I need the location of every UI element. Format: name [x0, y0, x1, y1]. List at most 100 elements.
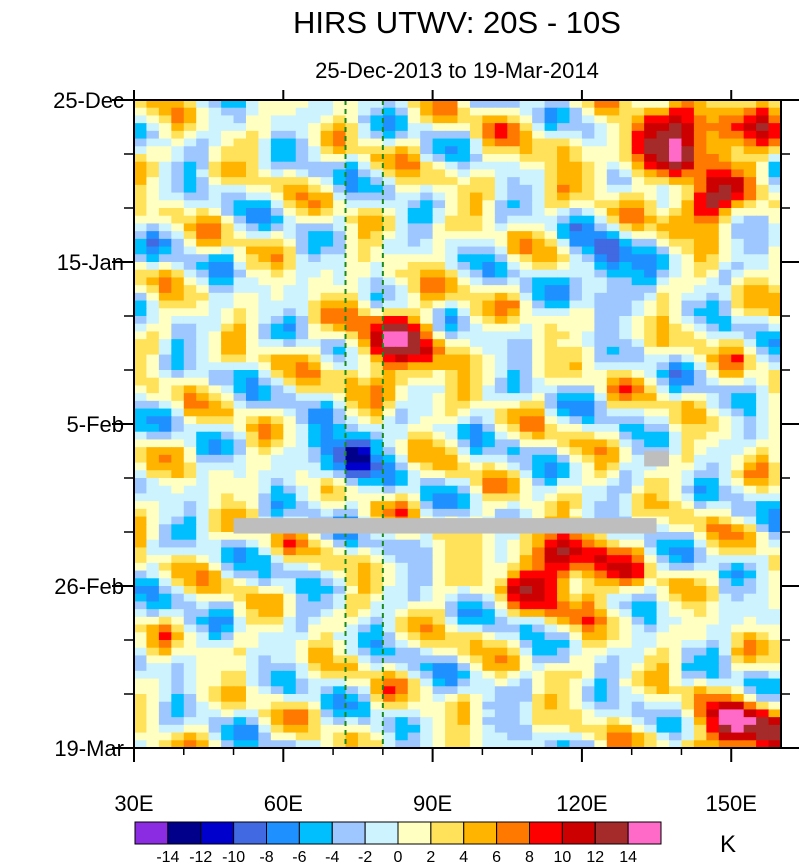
heatmap-cell	[519, 362, 533, 371]
heatmap-cell	[208, 246, 222, 255]
heatmap-cell	[619, 246, 633, 255]
heatmap-cell	[208, 130, 222, 140]
heatmap-cell	[581, 416, 595, 425]
heatmap-cell	[432, 308, 446, 317]
heatmap-cell	[345, 362, 359, 371]
heatmap-cell	[134, 740, 148, 748]
heatmap-cell	[345, 100, 359, 109]
heatmap-cell	[656, 478, 670, 487]
heatmap-cell	[146, 493, 160, 502]
heatmap-cell	[482, 663, 496, 672]
heatmap-cell	[320, 570, 334, 579]
heatmap-cell	[134, 377, 148, 387]
heatmap-cell	[619, 601, 633, 610]
heatmap-cell	[644, 547, 658, 556]
heatmap-cell	[494, 238, 508, 248]
heatmap-cell	[233, 316, 247, 325]
heatmap-cell	[706, 215, 720, 225]
heatmap-cell	[420, 555, 434, 564]
heatmap-cell	[544, 308, 558, 317]
heatmap-cell	[656, 616, 670, 626]
heatmap-cell	[532, 184, 546, 194]
heatmap-cell	[370, 616, 384, 626]
heatmap-cell	[507, 593, 521, 603]
heatmap-cell	[270, 370, 284, 379]
heatmap-cell	[270, 154, 284, 163]
heatmap-cell	[183, 184, 197, 194]
heatmap-cell	[370, 501, 384, 510]
heatmap-cell	[407, 393, 421, 402]
heatmap-cell	[768, 254, 781, 263]
heatmap-cell	[644, 724, 658, 734]
heatmap-cell	[320, 601, 334, 610]
heatmap-cell	[345, 130, 359, 140]
heatmap-cell	[706, 740, 720, 748]
heatmap-cell	[457, 655, 471, 664]
heatmap-cell	[606, 424, 620, 433]
heatmap-cell	[196, 547, 210, 556]
heatmap-cell	[308, 393, 322, 402]
heatmap-cell	[395, 670, 409, 680]
heatmap-cell	[270, 393, 284, 402]
heatmap-cell	[320, 562, 334, 572]
heatmap-cell	[706, 300, 720, 309]
heatmap-cell	[382, 493, 396, 502]
heatmap-cell	[283, 485, 297, 495]
heatmap-cell	[457, 670, 471, 680]
heatmap-cell	[718, 670, 732, 680]
heatmap-cell	[183, 562, 197, 572]
heatmap-cell	[581, 717, 595, 726]
heatmap-cell	[333, 647, 347, 657]
heatmap-cell	[494, 130, 508, 140]
heatmap-cell	[382, 416, 396, 425]
heatmap-cell	[756, 532, 770, 541]
heatmap-cell	[532, 231, 546, 240]
heatmap-cell	[196, 439, 210, 448]
heatmap-cell	[357, 663, 371, 672]
heatmap-cell	[245, 308, 260, 317]
colorbar-label: 8	[525, 849, 534, 863]
heatmap-cell	[494, 254, 508, 263]
heatmap-cell	[669, 470, 683, 479]
heatmap-cell	[706, 424, 720, 433]
heatmap-cell	[768, 107, 781, 117]
heatmap-cell	[594, 277, 608, 286]
heatmap-cell	[581, 655, 595, 664]
heatmap-cell	[432, 285, 446, 294]
heatmap-cell	[457, 570, 471, 579]
heatmap-cell	[233, 632, 247, 641]
heatmap-cell	[357, 277, 371, 286]
heatmap-cell	[569, 501, 583, 510]
heatmap-cell	[557, 246, 571, 255]
heatmap-cell	[731, 485, 745, 495]
heatmap-cell	[183, 269, 197, 279]
heatmap-cell	[469, 184, 483, 194]
heatmap-cell	[606, 161, 620, 171]
heatmap-cell	[258, 493, 272, 502]
heatmap-cell	[208, 370, 222, 379]
heatmap-cell	[544, 462, 558, 471]
heatmap-cell	[706, 485, 720, 495]
heatmap-cell	[407, 346, 421, 356]
heatmap-cell	[768, 177, 781, 186]
heatmap-cell	[519, 539, 533, 549]
heatmap-cell	[395, 570, 409, 579]
heatmap-cell	[171, 593, 185, 603]
heatmap-cell	[308, 501, 322, 510]
heatmap-cell	[420, 300, 434, 309]
heatmap-cell	[370, 362, 384, 371]
heatmap-cell	[606, 408, 620, 417]
heatmap-cell	[357, 200, 371, 209]
heatmap-cell	[594, 400, 608, 410]
heatmap-cell	[196, 300, 210, 309]
heatmap-cell	[644, 501, 658, 510]
heatmap-cell	[581, 161, 595, 171]
heatmap-cell	[245, 640, 260, 649]
heatmap-cell	[196, 647, 210, 657]
heatmap-cell	[594, 593, 608, 603]
heatmap-cell	[308, 262, 322, 271]
heatmap-cell	[258, 238, 272, 248]
heatmap-cell	[196, 678, 210, 687]
heatmap-cell	[270, 184, 284, 194]
heatmap-cell	[407, 223, 421, 232]
